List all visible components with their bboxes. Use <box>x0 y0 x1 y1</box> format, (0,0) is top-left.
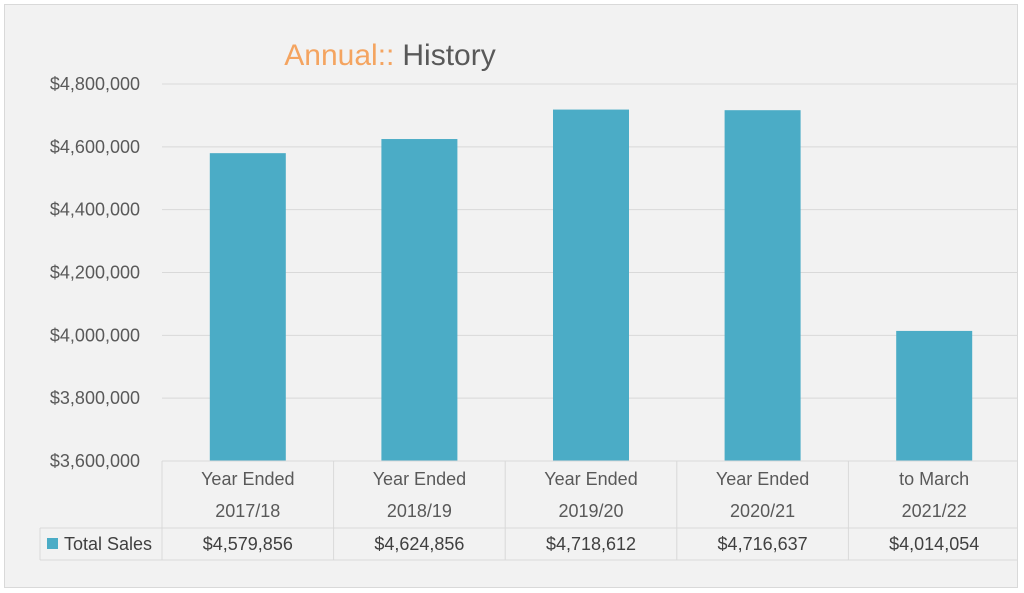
bar <box>381 139 458 461</box>
legend-key <box>47 538 58 549</box>
bars <box>209 109 973 461</box>
data-label: $4,579,856 <box>203 534 293 554</box>
data-label: $4,716,637 <box>718 534 808 554</box>
x-category-label: Year Ended <box>373 469 466 489</box>
x-category-label: 2018/19 <box>387 501 452 521</box>
y-tick-label: $3,600,000 <box>50 451 140 471</box>
y-tick-label: $4,800,000 <box>50 74 140 94</box>
chart-title: Annual:: History <box>284 39 495 72</box>
data-label: $4,014,054 <box>889 534 979 554</box>
bar <box>553 109 629 461</box>
y-tick-label: $4,400,000 <box>50 200 140 220</box>
data-table: Year Ended 2017/18 Year Ended 2018/19 Year E… <box>39 460 1018 561</box>
x-category-label: Year Ended <box>716 469 809 489</box>
data-label: $4,718,612 <box>546 534 636 554</box>
chart-frame <box>4 4 1018 588</box>
chart-title-part1: Annual:: <box>284 39 394 72</box>
y-tick-label: $4,000,000 <box>50 325 140 345</box>
y-tick-label: $4,200,000 <box>50 263 140 283</box>
bar <box>209 153 286 461</box>
y-tick-label: $3,800,000 <box>50 388 140 408</box>
y-tick-label: $4,600,000 <box>50 137 140 157</box>
x-category-label: 2019/20 <box>558 501 623 521</box>
x-category-label: 2017/18 <box>215 501 280 521</box>
bar <box>724 110 801 461</box>
chart-title-part2: History <box>402 39 495 72</box>
data-label: $4,624,856 <box>374 534 464 554</box>
x-category-label: Year Ended <box>544 469 637 489</box>
bar <box>896 330 973 461</box>
y-axis: $3,600,000 $3,800,000 $4,000,000 $4,200,000… <box>50 74 140 471</box>
x-category-label: Year Ended <box>201 469 294 489</box>
x-category-label: 2021/22 <box>902 501 967 521</box>
legend-series-name: Total Sales <box>64 534 152 554</box>
x-category-label: 2020/21 <box>730 501 795 521</box>
x-category-label: to March <box>899 469 969 489</box>
